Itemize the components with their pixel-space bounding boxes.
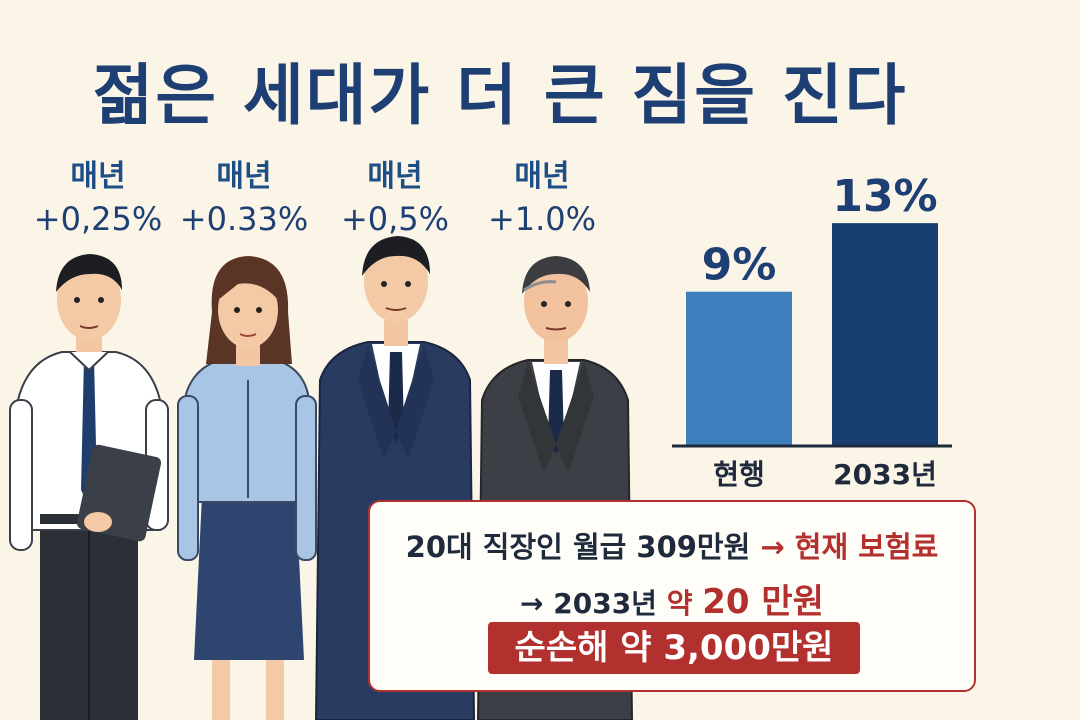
info-box: 20대 직장인 월급 309만원 → 현재 보험료 → 2033년 약 20 만… — [368, 500, 976, 692]
category-label-1: 2033년 — [833, 458, 937, 491]
rate-label-1: 매년 +0,25% — [8, 156, 188, 240]
approx-text: 약 — [666, 587, 693, 620]
rate-value: +0,5% — [340, 200, 450, 238]
rate-value: +1.0% — [487, 200, 597, 238]
salary-line: 20대 직장인 월급 309만원 → 현재 보험료 — [370, 524, 974, 566]
rate-caption: 매년 — [70, 159, 126, 194]
rate-label-2: 매년 +0.33% — [154, 156, 334, 240]
bar-0 — [686, 291, 792, 446]
page-title: 젊은 세대가 더 큰 짐을 진다 — [92, 57, 908, 134]
rate-caption: 매년 — [216, 159, 272, 194]
year-2033-text: → 2033년 — [520, 587, 657, 620]
net-loss-badge: 순손해 약 3,000만원 — [488, 622, 860, 674]
person-woman — [177, 256, 317, 720]
rate-caption: 매년 — [514, 159, 570, 194]
premium-2033-line: → 2033년 약 20 만원 — [370, 574, 974, 623]
category-label-0: 현행 — [713, 458, 765, 491]
bar-value-label-1: 13% — [832, 171, 937, 222]
rate-label-4: 매년 +1.0% — [452, 156, 632, 240]
bar-value-label-0: 9% — [702, 240, 777, 291]
rate-value: +0,25% — [33, 200, 163, 238]
rate-caption: 매년 — [367, 159, 423, 194]
rate-label-3: 매년 +0,5% — [305, 156, 485, 240]
person-young-man — [9, 254, 169, 720]
bar-1 — [832, 223, 938, 446]
current-premium-text: → 현재 보험료 — [760, 530, 939, 564]
contribution-rate-chart: 9% 현행 13% 2033년 — [672, 171, 952, 491]
rate-value: +0.33% — [179, 200, 309, 238]
salary-text: 20대 직장인 월급 309만원 — [405, 530, 751, 564]
premium-2033-amount: 20 만원 — [702, 582, 824, 622]
